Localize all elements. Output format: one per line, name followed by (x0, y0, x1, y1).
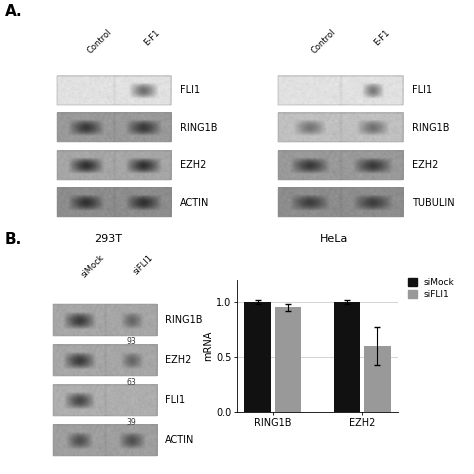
Bar (53, 425, 157, 456)
Text: Control: Control (85, 27, 113, 55)
Text: HeLa: HeLa (320, 234, 348, 244)
Text: RING1B: RING1B (412, 123, 450, 133)
Legend: siMock, siFLI1: siMock, siFLI1 (408, 278, 455, 300)
Bar (56, 113, 171, 142)
Bar (275, 307, 301, 412)
Text: 63: 63 (127, 378, 136, 387)
Text: E-F1: E-F1 (143, 27, 162, 47)
Text: Control: Control (309, 27, 337, 55)
Text: RING1B: RING1B (165, 315, 202, 325)
Text: TUBULIN: TUBULIN (412, 198, 455, 208)
Bar (278, 151, 403, 180)
Text: ACTIN: ACTIN (180, 198, 209, 208)
Text: B.: B. (5, 232, 22, 247)
Bar (244, 302, 271, 412)
Text: A.: A. (5, 4, 22, 19)
Y-axis label: mRNA: mRNA (203, 331, 213, 361)
Bar (56, 151, 171, 180)
Text: FLI1: FLI1 (412, 85, 432, 95)
Text: E-F1: E-F1 (372, 27, 391, 47)
Text: FLI1: FLI1 (180, 85, 200, 95)
Bar (278, 113, 403, 142)
Text: 293T: 293T (94, 234, 122, 244)
Text: EZH2: EZH2 (165, 355, 191, 365)
Bar (53, 345, 157, 376)
Bar (56, 75, 171, 105)
Text: siMock: siMock (79, 253, 106, 280)
Text: EZH2: EZH2 (180, 160, 206, 170)
Bar (53, 304, 157, 336)
Bar (364, 346, 391, 412)
Bar (278, 75, 403, 105)
Text: siFLI1: siFLI1 (131, 253, 155, 276)
Bar (56, 188, 171, 218)
Text: 93: 93 (127, 337, 136, 346)
Text: FLI1: FLI1 (165, 395, 185, 405)
Bar (53, 384, 157, 416)
Bar (278, 188, 403, 218)
Text: RING1B: RING1B (180, 123, 217, 133)
Text: ACTIN: ACTIN (165, 435, 194, 446)
Bar (334, 302, 360, 412)
Text: 39: 39 (127, 418, 136, 427)
Text: EZH2: EZH2 (412, 160, 438, 170)
